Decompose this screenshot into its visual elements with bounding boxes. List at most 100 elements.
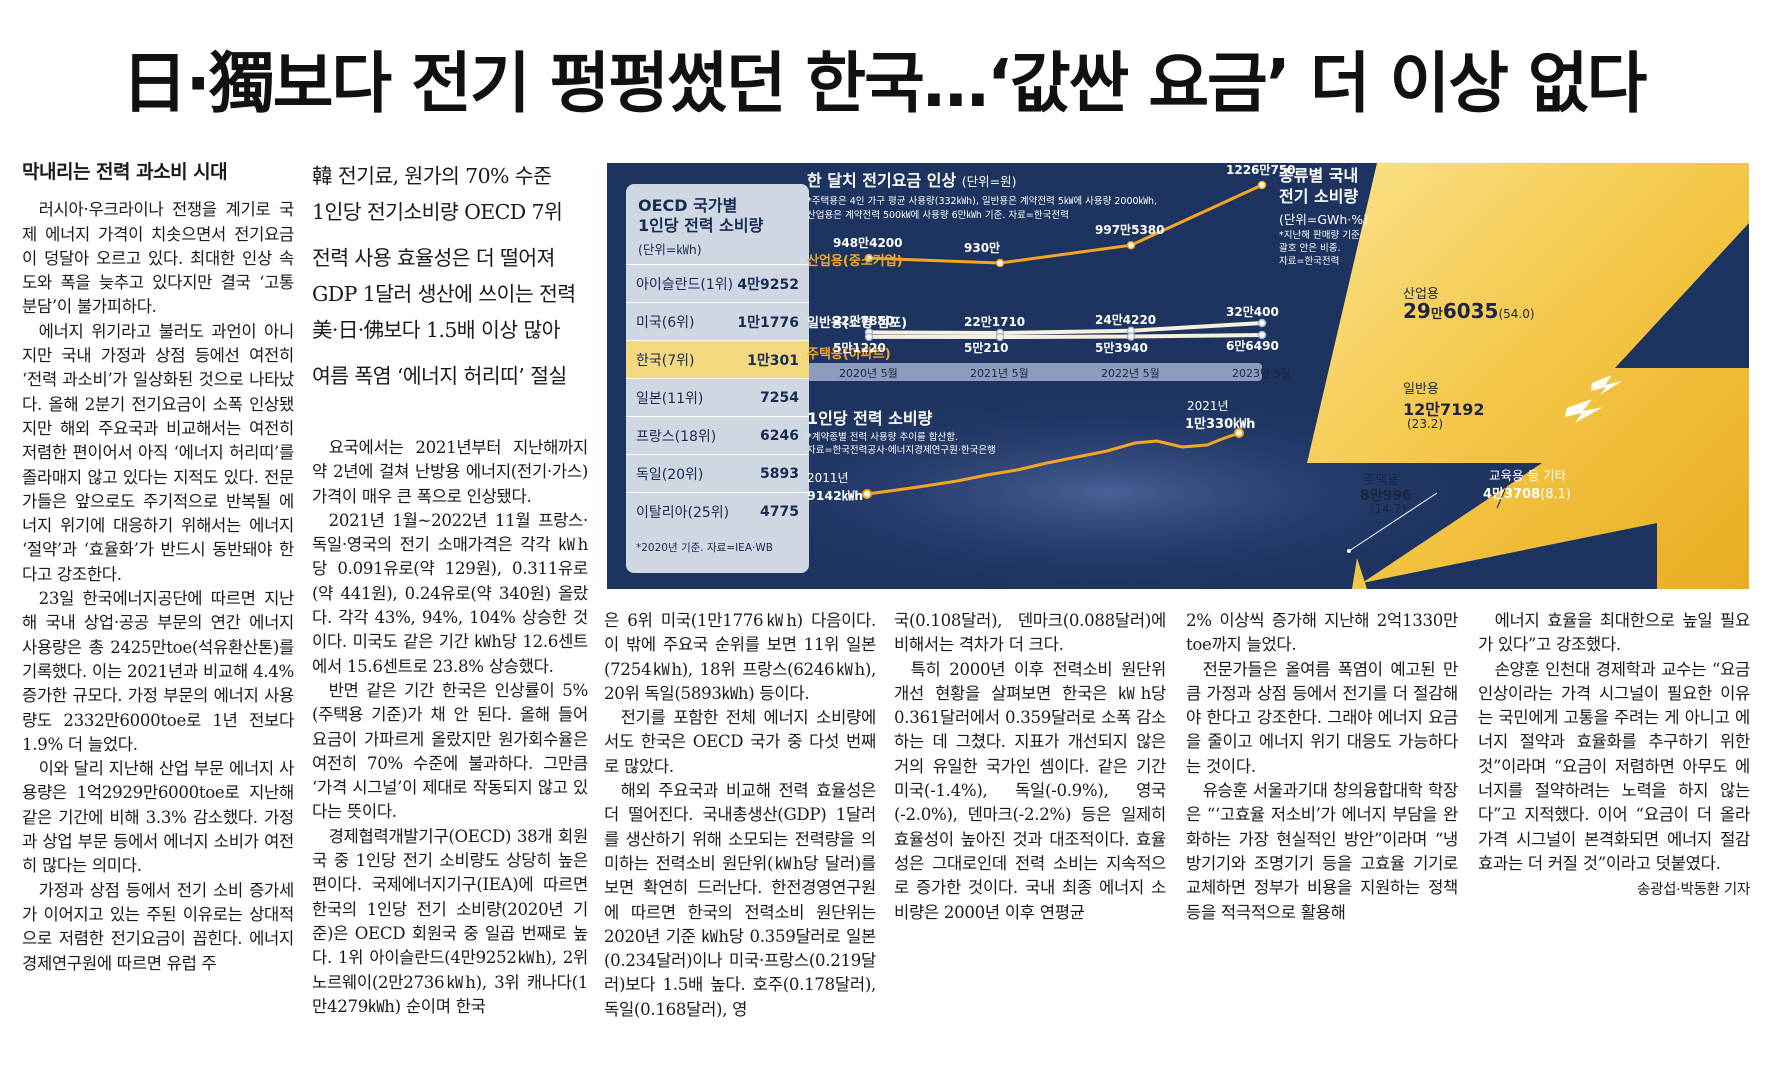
deck-line: 1인당 전기소비량 OECD 7위 [312,200,563,224]
rate-data-point [1257,318,1267,328]
domestic-item-value: 4만3708(8.1) [1483,483,1571,502]
country-name: 미국(6위) [636,314,695,331]
article-column-4: 국(0.108달러), 덴마크(0.088달러)에 비해서는 격차가 더 크다.… [894,609,1166,925]
paragraph: 유승훈 서울과기대 창의융합대학 학장은 “‘고효율 저소비’가 에너지 부담을… [1186,781,1458,922]
value-share: (8.1) [1540,487,1572,502]
rate-year-label: 2023년 5월 [1232,367,1291,380]
infographic-graphics [687,163,1749,589]
rate-data-point [995,332,1005,342]
country-value: 6246 [760,427,799,444]
domestic-item-share: (23.2) [1407,417,1444,431]
rate-value-label: 6만6490 [1226,339,1279,353]
rate-value-label: 24만4220 [1095,312,1157,327]
value-share: (54.0) [1498,307,1535,321]
domestic-item-value: 8만996 [1360,488,1412,504]
bolt-tail-icon [1352,558,1367,589]
lightning-bolt-icon [1307,163,1749,589]
series-label-general: 일반용(소형 점포) [807,316,908,331]
country-name: 한국(7위) [636,352,695,369]
leader-line [1348,492,1438,552]
infographic: OECD 국가별 1인당 전력 소비량 (단위=㎾h) 아이슬란드(1위) 4만9… [607,163,1749,589]
percap-start-point [862,489,872,499]
percap-end-value: 1만330㎾h [1185,417,1256,432]
paragraph: 해외 주요국과 비교해 전력 효율성은 더 떨어진다. 국내총생산(GDP) 1… [604,781,876,1019]
domestic-title-line: 전기 소비량 [1279,187,1359,206]
article-column-1: 막내리는 전력 과소비 시대 러시아·우크라이나 전쟁을 계기로 국제 에너지 … [22,160,294,976]
rate-data-point [1257,180,1267,190]
oecd-title-line: 1인당 전력 소비량 [638,216,764,235]
article-column-3: 은 6위 미국(1만1776㎾h) 다음이다. 이 밖에 주요국 순위를 보면 … [604,609,876,1022]
rate-data-point [1126,240,1136,250]
rate-series-line [868,183,1263,265]
rate-title-unit: (단위=원) [961,174,1017,189]
paragraph: 경제협력개발기구(OECD) 38개 회원국 중 1인당 전기 소비량도 상당히… [312,826,588,1016]
rate-year-label: 2020년 5월 [839,367,898,380]
country-value: 4만9252 [737,276,799,293]
article-column-5: 2% 이상씩 증가해 지난해 2억1330만toe까지 늘었다. 전문가들은 올… [1186,609,1458,925]
percap-line [866,431,1240,496]
paragraph: 에너지 효율을 최대한으로 높일 필요가 있다”고 강조했다. [1478,611,1750,655]
paragraph: 은 6위 미국(1만1776㎾h) 다음이다. 이 밖에 주요국 순위를 보면 … [604,611,876,703]
domestic-title-line: 종류별 국내 [1279,166,1359,185]
domestic-note: 괄호 안은 비중. [1279,243,1341,254]
domestic-item-name: 주택용 [1364,472,1399,487]
paragraph: 손양훈 인천대 경제학과 교수는 “요금 인상이라는 가격 시그널이 필요한 이… [1478,659,1750,873]
rate-value-label: 997만5380 [1095,223,1165,238]
rate-value-label: 930만 [964,241,1001,255]
paragraph: 러시아·우크라이나 전쟁을 계기로 국제 에너지 가격이 치솟으면서 전기요금이… [22,200,294,317]
country-name: 아이슬란드(1위) [636,276,734,293]
section-subhead: 막내리는 전력 과소비 시대 [22,161,228,183]
rate-title: 한 달치 전기요금 인상 (단위=원) [807,167,1017,191]
paragraph: 에너지 위기라고 불러도 과언이 아니지만 국내 가정과 상점 등에선 여전히 … [22,321,294,584]
domestic-title: 종류별 국내 전기 소비량 [1279,165,1358,207]
deck-line: 韓 전기료, 원가의 70% 수준 [312,164,552,188]
paragraph: 반면 같은 기간 한국은 인상률이 5%(주택용 기준)가 채 안 된다. 올해… [312,680,588,822]
country-value: 5893 [760,465,799,482]
deck-line: GDP 1달러 생산에 쓰이는 전력 [312,282,576,306]
country-name: 일본(11위) [636,390,704,407]
rate-value-label: 1226만750 [1226,163,1296,177]
byline: 송광섭·박동환 기자 [1637,882,1750,899]
value-part: 6035 [1442,299,1499,323]
rate-series-line [868,333,1263,340]
paragraph: 이와 달리 지난해 산업 부문 에너지 사용량은 1억2929만6000toe로… [22,759,294,876]
domestic-unit: (단위=GWh·%) [1279,212,1369,227]
percap-start-value: 9142㎾h [807,488,864,503]
country-value: 4775 [760,503,799,520]
percap-end-year: 2021년 [1187,399,1229,413]
paragraph: 2021년 1월~2022년 11월 프랑스·독일·영국의 전기 소매가격은 각… [312,510,588,676]
rate-data-point [864,253,874,263]
domestic-item-value: 12만7192 [1403,400,1485,419]
leader-line [1496,484,1508,509]
percap-title: 1인당 전력 소비량 [807,409,933,428]
country-name: 이탈리아(25위) [636,504,730,521]
paragraph: 2% 이상씩 증가해 지난해 2억1330만toe까지 늘었다. [1186,611,1458,655]
rate-note: *주택용은 4인 가구 평균 사용량(332㎾h), 일반용은 계약전력 5㎾에… [807,196,1158,207]
deck-line: 美·日·佛보다 1.5배 이상 많아 [312,318,561,342]
rate-data-point [1257,330,1267,340]
article-column-6: 에너지 효율을 최대한으로 높일 필요가 있다”고 강조했다. 손양훈 인천대 … [1478,609,1750,903]
domestic-item-name: 일반용 [1403,382,1439,397]
rate-value-label: 5만3940 [1095,340,1148,355]
country-name: 프랑스(18위) [636,428,717,445]
deck-line: 여름 폭염 ‘에너지 허리띠’ 절실 [312,364,567,388]
rate-year-label: 2022년 5월 [1101,367,1160,380]
oecd-unit: (단위=㎾h) [638,242,702,257]
oecd-row: 이탈리아(25위) 4775 [626,492,809,530]
rate-value-label: 22만1710 [964,315,1026,329]
country-value: 7254 [760,389,799,406]
domestic-item-name: 교육용 등 기타 [1489,468,1566,483]
deck-line: 전력 사용 효율성은 더 떨어져 [312,246,555,270]
oecd-row-korea: 한국(7위) 1만301 [626,340,809,378]
percap-start-year: 2011년 [807,471,849,485]
rate-value-label: 5만1220 [833,340,886,355]
rate-series-line [868,321,1263,336]
percap-note: 자료=한국전력공사·에너지경제연구원·한국은행 [807,445,996,456]
rate-data-point [995,258,1005,268]
value-part: 만 [1430,307,1443,322]
oecd-row: 일본(11위) 7254 [626,378,809,416]
oecd-note: *2020년 기준. 자료=IEA·WB [636,542,773,554]
spark-icon [1565,399,1603,423]
rate-note: 산업용은 계약전력 500㎾에 사용량 6만㎾h 기준. 자료=한국전력 [807,210,1069,221]
rate-value-label: 5만210 [964,341,1009,355]
